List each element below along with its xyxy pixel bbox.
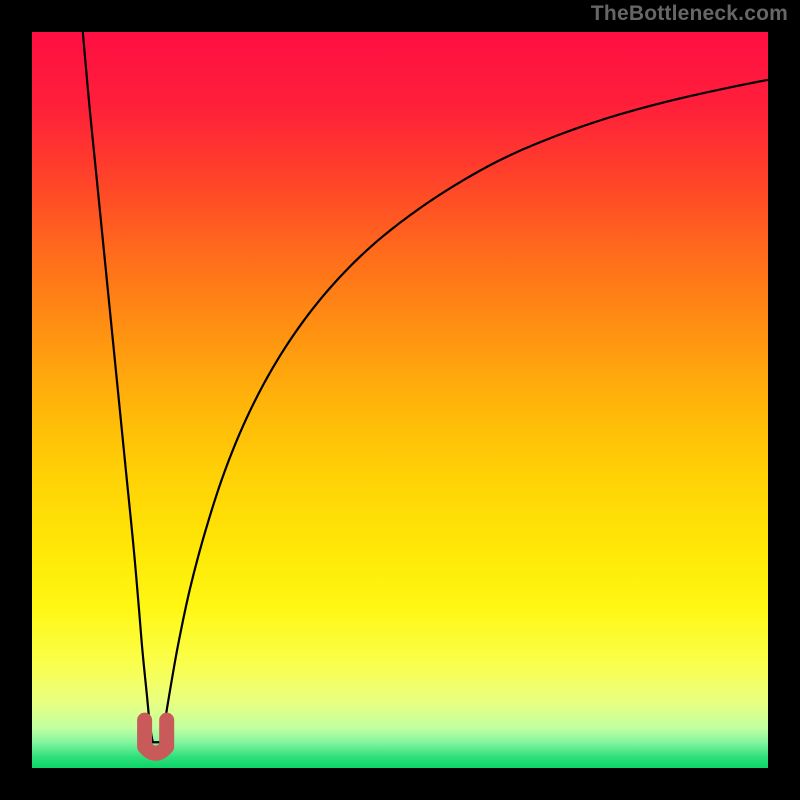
chart-container: TheBottleneck.com bbox=[0, 0, 800, 800]
watermark-text: TheBottleneck.com bbox=[591, 2, 788, 26]
bottleneck-chart bbox=[0, 0, 800, 800]
